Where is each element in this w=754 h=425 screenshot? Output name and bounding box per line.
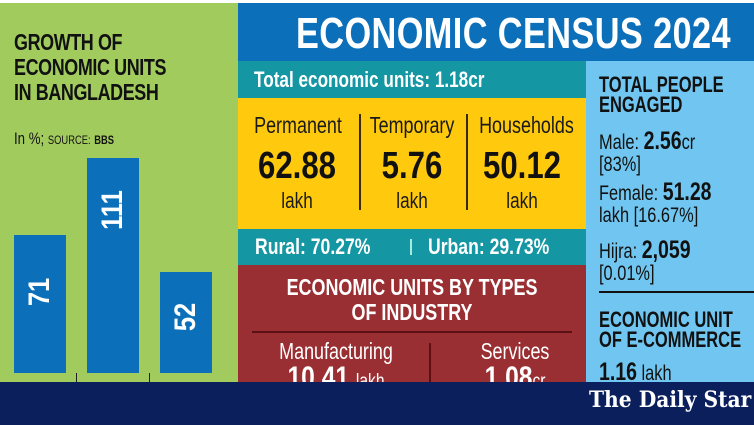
footer-bar: The Daily Star <box>0 382 754 425</box>
axis-tick <box>149 373 150 383</box>
unit-type-unit: lakh <box>506 188 538 213</box>
ecommerce-unit: lakh <box>641 362 672 385</box>
unit-type-permanent: Permanent 62.88 lakh <box>242 98 352 229</box>
page-title: ECONOMIC CENSUS 2024 <box>296 9 732 58</box>
people-title-line-1: TOTAL PEOPLE <box>599 72 724 97</box>
divider <box>410 239 412 255</box>
industry-services: Services 1.08cr <box>460 338 570 385</box>
unit-type-value: 62.88 <box>258 145 336 187</box>
unit-type-unit: lakh <box>396 188 428 213</box>
ecommerce-stat: 1.16 lakh <box>599 358 672 385</box>
unit-type-temporary: Temporary 5.76 lakh <box>357 98 467 229</box>
growth-chart-panel: GROWTH OF ECONOMIC UNITS IN BANGLADESH I… <box>0 3 238 383</box>
axis-tick <box>76 373 77 383</box>
divider <box>252 331 572 333</box>
x-label-2024: 2024 <box>166 379 197 383</box>
industry-value: 1.08 <box>484 361 533 386</box>
female-value: 51.28 <box>662 178 712 206</box>
unit-label: In %; <box>14 129 48 148</box>
female-stat: Female: 51.28 lakh [16.67%] <box>599 178 712 227</box>
industry-title: ECONOMIC UNITS BY TYPES OF INDUSTRY <box>276 275 547 325</box>
source-value: BBS <box>94 133 115 147</box>
chart-title: GROWTH OF ECONOMIC UNITS IN BANGLADESH <box>14 30 238 105</box>
industry-label: Services <box>480 338 550 364</box>
total-units-bar: Total economic units: 1.18cr <box>238 61 586 98</box>
source-label: SOURCE: <box>47 133 91 147</box>
divider <box>466 114 468 210</box>
unit-type-label: Temporary <box>369 112 455 138</box>
industry-title-line-1: ECONOMIC UNITS BY TYPES <box>286 274 538 300</box>
female-label: Female: <box>599 182 663 205</box>
hijra-value: 2,059 <box>641 236 691 264</box>
people-engaged-panel: TOTAL PEOPLE ENGAGED Male: 2.56cr [83%] … <box>586 61 754 385</box>
rural-share: Rural: 70.27% <box>255 234 371 259</box>
people-engaged-title: TOTAL PEOPLE ENGAGED <box>599 72 724 117</box>
unit-type-label: Households <box>479 112 574 138</box>
x-label-2013: 2013 <box>93 379 124 383</box>
female-pct: [16.67%] <box>633 204 699 227</box>
male-stat: Male: 2.56cr [83%] <box>599 127 696 176</box>
x-label-2001: 2001 <box>20 379 51 383</box>
unit-type-unit: lakh <box>281 188 313 213</box>
unit-type-label: Permanent <box>254 112 342 138</box>
ecommerce-title-line-2: OF E-COMMERCE <box>599 327 742 352</box>
urban-share: Urban: 29.73% <box>428 234 550 259</box>
ecommerce-title: ECONOMIC UNIT OF E-COMMERCE <box>599 307 742 352</box>
male-value: 2.56 <box>643 127 682 155</box>
daily-star-logo: The Daily Star <box>589 387 752 413</box>
bar-2024: 52 <box>160 272 212 373</box>
male-pct: [83%] <box>599 153 641 176</box>
industry-title-line-2: OF INDUSTRY <box>351 299 473 325</box>
hijra-stat: Hijra: 2,059 [0.01%] <box>599 236 691 285</box>
bar-value-2024: 52 <box>169 302 202 332</box>
chart-title-line-3: IN BANGLADESH <box>14 79 159 105</box>
industry-unit: lakh <box>355 371 385 385</box>
unit-types-panel: Permanent 62.88 lakh Temporary 5.76 lakh… <box>238 98 586 229</box>
male-unit: cr <box>681 131 696 154</box>
hijra-pct: [0.01%] <box>599 262 655 285</box>
ecommerce-title-line-1: ECONOMIC UNIT <box>599 307 733 332</box>
divider <box>599 291 754 293</box>
divider <box>359 114 361 210</box>
hijra-label: Hijra: <box>599 240 642 263</box>
unit-type-households: Households 50.12 lakh <box>467 98 577 229</box>
female-unit: lakh <box>599 204 630 227</box>
unit-type-value: 50.12 <box>483 145 561 187</box>
bar-value-2013: 111 <box>96 190 129 230</box>
rural-urban-bar: Rural: 70.27% Urban: 29.73% <box>238 229 586 265</box>
industry-value: 10.41 <box>287 361 350 386</box>
industry-manufacturing: Manufacturing 10.41 lakh <box>256 338 416 385</box>
industry-panel: ECONOMIC UNITS BY TYPES OF INDUSTRY Manu… <box>238 265 586 385</box>
bar-2001: 71 <box>14 235 66 373</box>
chart-subtitle: In %; SOURCE: BBS <box>14 129 238 149</box>
bar-2013: 111 <box>87 158 139 373</box>
chart-title-line-2: ECONOMIC UNITS <box>14 54 167 80</box>
total-units-text: Total economic units: 1.18cr <box>254 67 485 92</box>
divider <box>429 343 431 385</box>
male-label: Male: <box>599 131 644 154</box>
industry-unit: cr <box>532 371 546 385</box>
industry-label: Manufacturing <box>279 338 393 364</box>
ecommerce-value: 1.16 <box>599 358 637 385</box>
unit-type-value: 5.76 <box>381 145 443 187</box>
bar-value-2001: 71 <box>23 277 56 307</box>
chart-title-line-1: GROWTH OF <box>14 29 123 55</box>
people-title-line-2: ENGAGED <box>599 92 683 117</box>
main-header: ECONOMIC CENSUS 2024 <box>238 3 754 61</box>
